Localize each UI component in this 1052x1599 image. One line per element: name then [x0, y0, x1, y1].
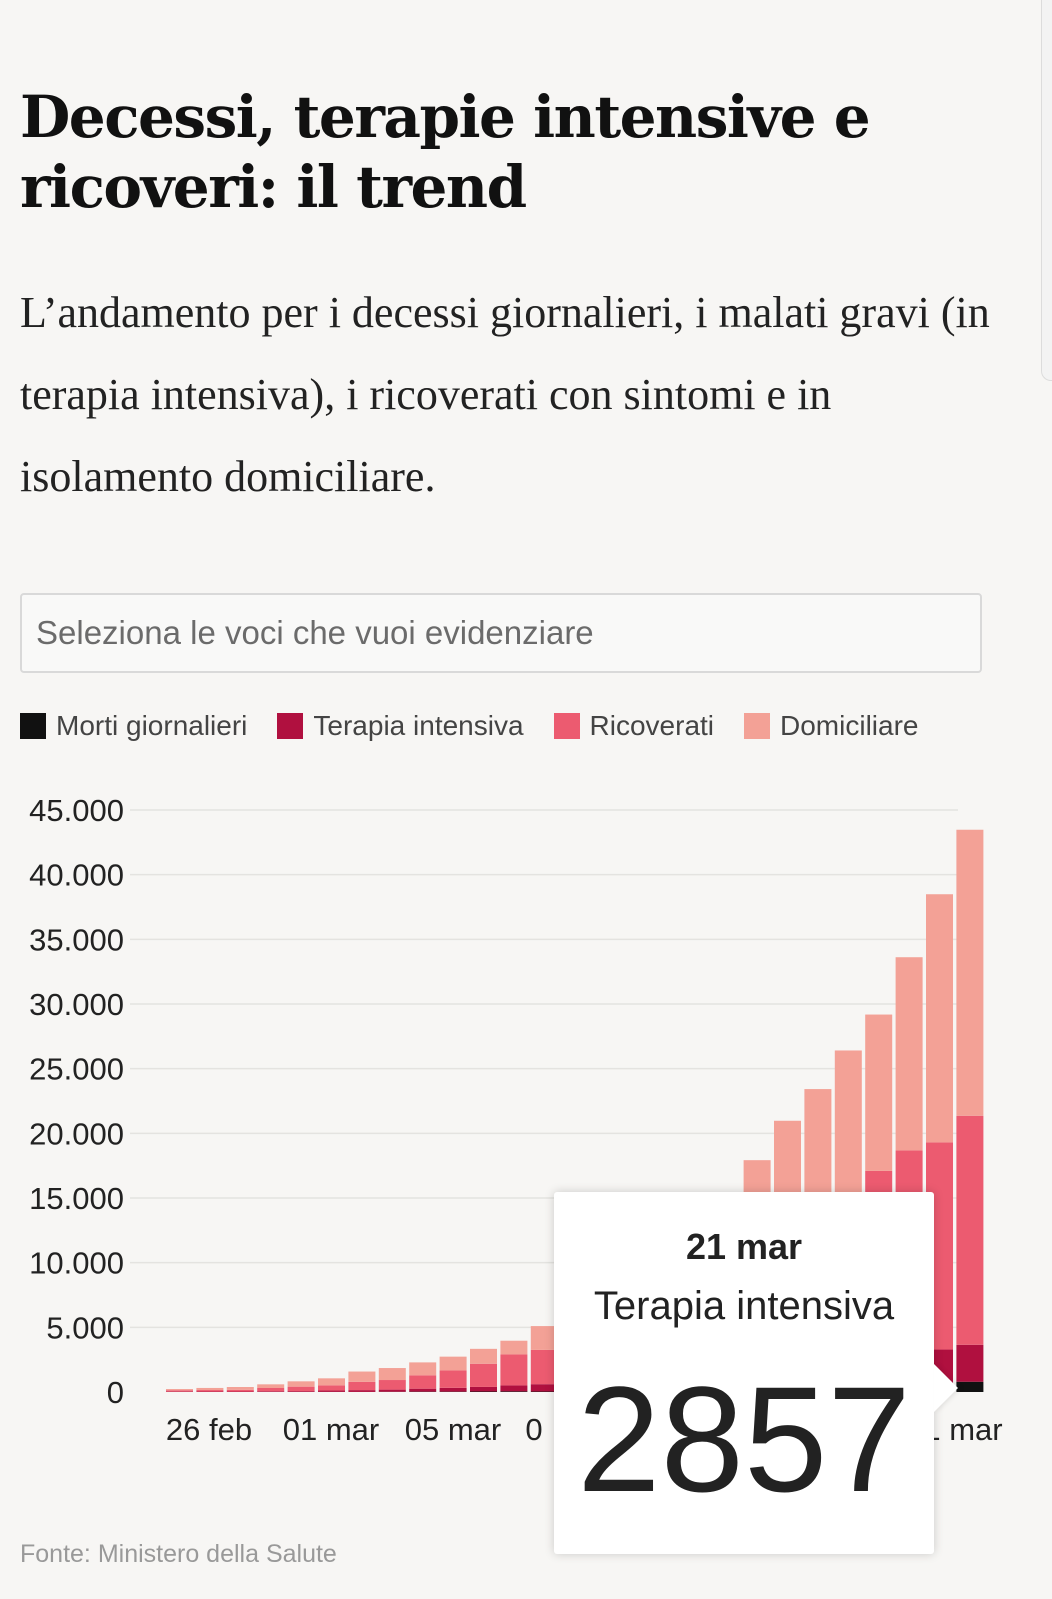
bar-segment-terapia-intensiva	[378, 1389, 406, 1392]
bar-segment-terapia-intensiva	[500, 1385, 528, 1392]
bar-segment-ricoverati	[318, 1385, 345, 1391]
bar-segment-domiciliare	[348, 1371, 376, 1382]
bar-segment-ricoverati	[470, 1363, 497, 1387]
tooltip-pointer	[934, 1364, 958, 1412]
bar-segment-domiciliare	[257, 1384, 285, 1389]
grid: 0 5.000 10.000 15.000 20.000 25.000 30.000 35.0…	[29, 793, 958, 1410]
bar-segment-terapia-intensiva	[956, 1344, 984, 1382]
legend-swatch	[553, 713, 580, 739]
bar-segment-domiciliare	[500, 1340, 528, 1355]
bar-segment-domiciliare	[834, 1050, 862, 1195]
bar-segment-ricoverati	[409, 1375, 437, 1389]
bar-segment-domiciliare	[196, 1387, 224, 1391]
bar-segment-ricoverati	[166, 1390, 193, 1392]
legend-swatch	[20, 713, 46, 739]
tooltip-date: 21 mar	[685, 1226, 803, 1267]
legend-item-domiciliare[interactable]: Domiciliare	[744, 710, 918, 742]
bar-segment-domiciliare	[409, 1362, 437, 1376]
bar-segment-domiciliare	[470, 1348, 497, 1364]
bar-segment-ricoverati	[530, 1349, 558, 1385]
x-tick-label: 01 mar	[283, 1412, 379, 1447]
bar-segment-terapia-intensiva	[287, 1391, 315, 1392]
legend-label: Ricoverati	[589, 710, 715, 741]
legend-swatch	[277, 713, 304, 739]
bar-segment-ricoverati	[196, 1390, 224, 1392]
bar-segment-ricoverati	[257, 1388, 285, 1392]
bar-segment-terapia-intensiva	[257, 1391, 285, 1392]
chart-legend: Morti giornalieri Terapia intensiva Rico…	[20, 706, 948, 746]
bar-segment-ricoverati	[956, 1115, 984, 1345]
bar-segment-terapia-intensiva	[470, 1386, 497, 1392]
y-tick-label: 30.000	[29, 987, 124, 1022]
bar-segment-morti-giornalieri	[956, 1381, 984, 1392]
bar-segment-ricoverati	[378, 1380, 406, 1390]
y-tick-label: 0	[107, 1375, 124, 1410]
bar-segment-morti-giornalieri	[500, 1391, 528, 1392]
chart-tooltip: 21 mar Terapia intensiva 2857	[554, 1192, 958, 1554]
x-axis: 26 feb 01 mar 05 mar 0 1 mar	[166, 1412, 1003, 1447]
bar-segment-domiciliare	[530, 1326, 558, 1350]
bar-segment-domiciliare	[865, 1014, 893, 1171]
y-tick-label: 10.000	[29, 1246, 124, 1281]
x-tick-label: 1 mar	[923, 1412, 1002, 1447]
bar-segment-ricoverati	[348, 1381, 376, 1391]
bar-segment-terapia-intensiva	[409, 1388, 437, 1392]
bar-segment-domiciliare	[318, 1378, 345, 1386]
y-tick-label: 40.000	[29, 858, 124, 893]
tooltip-series: Terapia intensiva	[593, 1284, 895, 1328]
bar-segment-ricoverati	[500, 1354, 528, 1386]
legend-label: Terapia intensiva	[313, 710, 524, 741]
bar-segment-ricoverati	[226, 1389, 254, 1392]
y-tick-label: 5.000	[46, 1310, 124, 1345]
x-tick-label: 0	[525, 1412, 542, 1447]
page-subtitle: L’andamento per i decessi giornalieri, i…	[20, 288, 990, 501]
y-tick-label: 35.000	[29, 922, 124, 957]
bar-segment-domiciliare	[378, 1368, 406, 1381]
bar-segment-domiciliare	[226, 1386, 254, 1390]
bar-segment-terapia-intensiva	[439, 1387, 467, 1392]
y-tick-label: 20.000	[29, 1116, 124, 1151]
bar-segment-ricoverati	[287, 1386, 315, 1392]
legend-item-ricoverati[interactable]: Ricoverati	[553, 710, 715, 742]
bar-segment-domiciliare	[895, 957, 923, 1151]
legend-item-terapia[interactable]: Terapia intensiva	[277, 710, 524, 742]
tooltip-value: 2857	[577, 1355, 911, 1523]
page-title: Decessi, terapie intensive e ricoveri: i…	[20, 83, 871, 221]
bar-segment-ricoverati	[439, 1370, 467, 1388]
bar-segment-domiciliare	[166, 1389, 193, 1391]
scrollbar[interactable]	[1041, 0, 1052, 381]
search-input[interactable]	[20, 593, 982, 673]
bar-segment-domiciliare	[926, 894, 953, 1143]
y-tick-label: 25.000	[29, 1052, 124, 1087]
bar-segment-domiciliare	[287, 1381, 315, 1387]
bar-segment-terapia-intensiva	[530, 1384, 558, 1392]
bar-segment-terapia-intensiva	[348, 1390, 376, 1392]
bar-segment-terapia-intensiva	[318, 1390, 345, 1392]
legend-item-morti[interactable]: Morti giornalieri	[20, 710, 247, 742]
bar-segment-domiciliare	[956, 829, 984, 1116]
x-tick-label: 05 mar	[405, 1412, 501, 1447]
x-tick-label: 26 feb	[166, 1412, 252, 1447]
source-note: Fonte: Ministero della Salute	[20, 1540, 337, 1568]
legend-label: Morti giornalieri	[56, 710, 248, 741]
y-tick-label: 45.000	[29, 793, 124, 828]
bar-segment-domiciliare	[439, 1356, 467, 1371]
y-tick-label: 15.000	[29, 1181, 124, 1216]
legend-label: Domiciliare	[780, 710, 919, 741]
legend-swatch	[744, 713, 771, 739]
bar-segment-morti-giornalieri	[470, 1391, 497, 1392]
